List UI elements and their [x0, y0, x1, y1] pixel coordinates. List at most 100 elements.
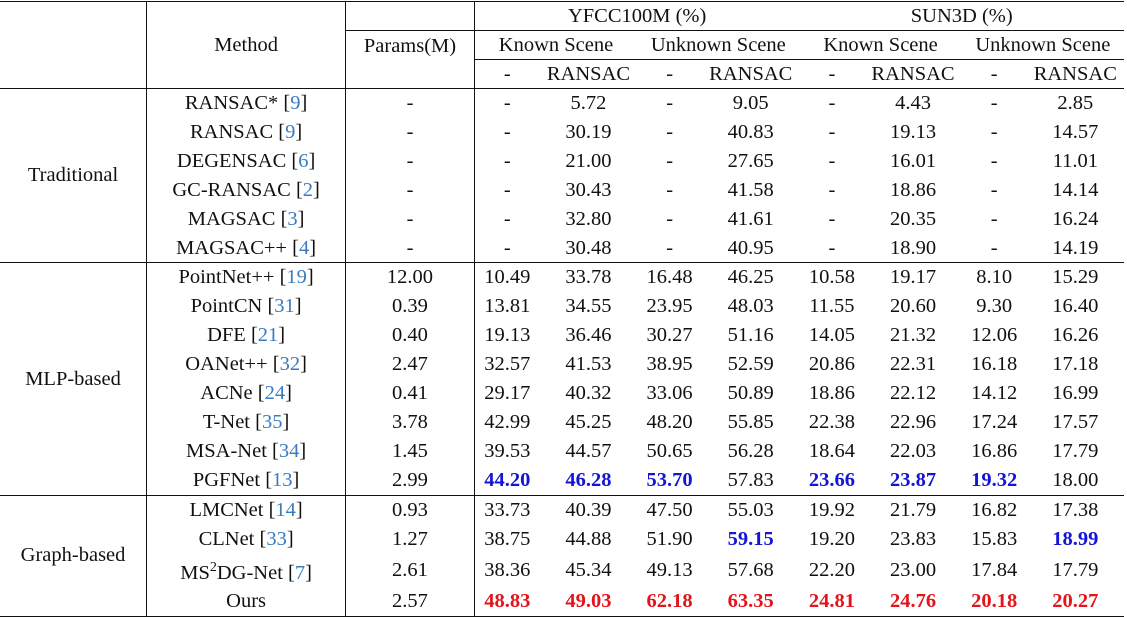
value-cell: 17.84 [971, 558, 1018, 581]
method-name: ACNe [200, 382, 253, 405]
value-cell: - [990, 120, 998, 143]
params-cell: - [345, 88, 475, 118]
value-cell: 17.24 [971, 410, 1018, 433]
value-cell: 9.30 [976, 295, 1013, 318]
subcol-header: RANSAC [539, 59, 638, 89]
value-cell: 48.03 [727, 295, 774, 318]
params-cell: 3.78 [345, 407, 475, 437]
value-cell: 32.80 [565, 207, 612, 230]
table-row: Traditional RANSAC* [9] - -5.72-9.05-4.43-2… [0, 88, 1124, 186]
value-cell: 23.00 [889, 558, 937, 581]
method-header: Method [146, 1, 346, 89]
value-cell: 45.25 [565, 410, 612, 433]
params-cell: - [345, 146, 475, 176]
value-cell: 22.31 [889, 353, 937, 376]
method-cell: PointCN [31] [146, 292, 346, 322]
header-row-datasets: Method YFCC100M (%) SUN3D (%) [0, 1, 1124, 89]
method-cell: MAGSAC [3] [146, 204, 346, 234]
value-cell: 46.25 [702, 262, 800, 293]
value-cell: 50.89 [727, 382, 774, 405]
value-cell: 18.00 [1052, 468, 1099, 491]
value-cell: 33.73 [473, 494, 540, 525]
citation-link[interactable]: 33 [266, 527, 287, 550]
citation-link[interactable]: 3 [287, 207, 298, 230]
params-cell: 2.47 [345, 350, 475, 380]
scene-header: Unknown Scene [637, 30, 800, 60]
citation-link[interactable]: 4 [298, 236, 310, 259]
value-cell: 21.79 [864, 494, 962, 525]
citation-link[interactable]: 2 [302, 178, 314, 201]
citation-link[interactable]: 13 [272, 468, 293, 491]
value-cell: 30.27 [646, 324, 693, 347]
citation-link[interactable]: 9 [285, 120, 296, 143]
value-cell: - [828, 149, 836, 172]
table-row: DEGENSAC [6] - -21.00-27.65-16.01-11.01 [0, 146, 1124, 176]
value-cell: 20.35 [889, 207, 937, 230]
citation-link[interactable]: 14 [275, 498, 296, 521]
value-cell: - [828, 92, 836, 114]
method-cell: PointNet++ [19] [146, 262, 346, 293]
method-suffix: DG-Net [216, 561, 283, 584]
value-cell: 10.49 [473, 262, 540, 293]
value-cell: 27.65 [727, 149, 774, 172]
value-cell: 50.65 [646, 439, 693, 462]
method-name: MS [180, 561, 210, 584]
citation-link[interactable]: 6 [298, 149, 309, 172]
value-cell: 46.28 [565, 468, 612, 491]
subcol-header: RANSAC [1026, 59, 1124, 89]
value-cell: - [828, 236, 836, 259]
table-row: CLNet [33] 1.27 38.75 44.88 51.90 59.15 19.20 2… [0, 524, 1124, 554]
value-cell: - [990, 178, 998, 201]
citation-link[interactable]: 31 [274, 295, 295, 318]
method-cell: OANet++ [32] [146, 350, 346, 380]
value-cell: 19.20 [808, 527, 855, 550]
method-cell: RANSAC [9] [146, 117, 346, 147]
value-cell: 30.43 [565, 178, 612, 201]
value-cell: - [828, 207, 836, 230]
header-row-subcols: - RANSAC - RANSAC - RANSAC - RANSAC [0, 59, 1124, 89]
method-cell: ACNe [24] [146, 379, 346, 408]
value-cell: 45.34 [565, 558, 612, 581]
value-cell: 49.13 [646, 558, 693, 581]
citation-link[interactable]: 7 [294, 561, 306, 584]
scene-header: Unknown Scene [961, 30, 1124, 60]
value-cell: 63.35 [727, 590, 774, 613]
value-cell: 51.90 [646, 527, 693, 550]
value-cell: - [666, 178, 674, 201]
params-cell: 0.40 [345, 321, 475, 351]
citation-link[interactable]: 35 [261, 410, 283, 433]
value-cell: 24.76 [889, 590, 937, 613]
value-cell: 40.32 [565, 382, 612, 405]
table-row: MLP-based PointNet++ [19] 12.00 10.49 33.78 1… [0, 262, 1124, 496]
value-cell: 59.15 [727, 527, 774, 550]
citation-link[interactable]: 9 [290, 92, 301, 114]
value-cell: 19.32 [971, 468, 1018, 491]
header-row-scenes: Params(M) Known Scene Unknown Scene Know… [0, 30, 1124, 89]
value-cell: 30.48 [565, 236, 612, 259]
value-cell: 11.55 [809, 295, 855, 318]
method-cell: LMCNet [14] [146, 494, 346, 525]
citation-link[interactable]: 32 [279, 353, 301, 376]
value-cell: - [828, 120, 836, 143]
value-cell: 40.95 [727, 236, 774, 259]
method-cell: T-Net [35] [146, 407, 346, 437]
citation-link[interactable]: 19 [286, 266, 307, 289]
value-cell: 40.39 [539, 494, 638, 525]
value-cell: 33.78 [539, 262, 638, 293]
params-header: Params(M) [345, 30, 475, 89]
citation-link[interactable]: 21 [257, 324, 279, 347]
value-cell: - [666, 120, 674, 143]
scene-header: Known Scene [473, 30, 638, 60]
value-cell: 13.81 [473, 292, 540, 322]
citation-link[interactable]: 24 [264, 382, 286, 405]
value-cell: - [473, 146, 540, 176]
subcol-header: - [637, 59, 703, 89]
value-cell: 2.85 [1057, 92, 1094, 114]
value-cell: - [828, 178, 836, 201]
table-row: OANet++ [32] 2.47 32.57 41.53 38.95 52.59 20.8… [0, 350, 1124, 380]
value-cell: 51.16 [727, 324, 774, 347]
citation-link[interactable]: 34 [278, 439, 300, 462]
value-cell: 48.83 [473, 587, 540, 617]
method-name: RANSAC* [184, 92, 279, 114]
method-name: CLNet [198, 527, 255, 550]
